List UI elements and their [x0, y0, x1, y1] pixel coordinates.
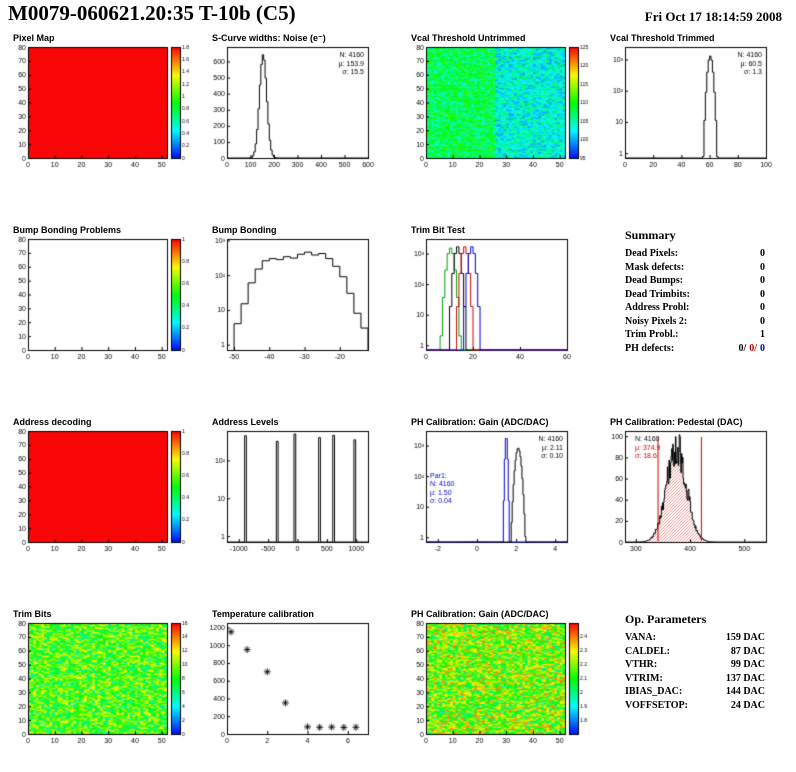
- bump-bonding-plot: [199, 236, 398, 366]
- summary-row-value: 0: [760, 248, 765, 259]
- panel-scurve-noise: S-Curve widths: Noise (e⁻): [199, 32, 398, 222]
- summary-row-value: 0: [760, 302, 765, 313]
- address-levels-plot: [199, 428, 398, 558]
- summary-row-label: Noisy Pixels 2:: [625, 315, 688, 327]
- op-row-voffsetop: VOFFSETOP: 24 DAC: [625, 699, 765, 713]
- trim-bits-plot: [0, 620, 199, 750]
- vcal-trimmed-title: Vcal Threshold Trimmed: [610, 33, 715, 43]
- op-row-label: VTHR:: [625, 659, 658, 670]
- op-row-value: 99 DAC: [730, 659, 765, 670]
- summary-rows: Dead Pixels: 0 Mask defects: 0 Dead Bumps:…: [625, 247, 765, 355]
- bump-problems-plot: [0, 236, 199, 366]
- scurve-noise-title: S-Curve widths: Noise (e⁻): [212, 33, 326, 43]
- panel-address-levels: Address Levels: [199, 416, 398, 606]
- panel-temperature: Temperature calibration: [199, 608, 398, 772]
- summary-row-value: 0: [760, 261, 765, 273]
- address-levels-title: Address Levels: [212, 417, 279, 427]
- summary-row-label: Trim Probl.:: [625, 329, 679, 340]
- ph-pedestal-plot: [597, 428, 796, 558]
- summary-row-label: PH defects:: [625, 342, 675, 354]
- pixel-map-plot: [0, 44, 199, 174]
- summary-title: Summary: [625, 228, 676, 242]
- panel-op-parameters: Op. Parameters VANA: 159 DAC CALDEL: 87 DA…: [597, 608, 796, 772]
- op-row-caldel: CALDEL: 87 DAC: [625, 645, 765, 659]
- panel-address-decoding: Address decoding: [0, 416, 199, 606]
- summary-row-value: 0: [760, 275, 765, 286]
- summary-row-dead-trimbits: Dead Trimbits: 0: [625, 288, 765, 302]
- ph-gain-plot: [398, 428, 597, 558]
- summary-row-label: Address Probl:: [625, 302, 690, 313]
- pixel-map-title: Pixel Map: [13, 33, 55, 43]
- ph-defects-value-red: 0/: [749, 342, 757, 354]
- panel-summary: Summary Dead Pixels: 0 Mask defects: 0 Dea…: [597, 224, 796, 414]
- summary-row-value: 0: [760, 288, 765, 300]
- panel-vcal-untrimmed: Vcal Threshold Untrimmed: [398, 32, 597, 222]
- ph-gain-title: PH Calibration: Gain (ADC/DAC): [411, 417, 549, 427]
- op-row-vtrim: VTRIM: 137 DAC: [625, 672, 765, 686]
- panel-pixel-map: Pixel Map: [0, 32, 199, 222]
- temperature-plot: [199, 620, 398, 750]
- op-row-label: VANA:: [625, 632, 656, 643]
- summary-row-label: Dead Bumps:: [625, 275, 684, 286]
- op-row-value: 87 DAC: [730, 645, 765, 657]
- timestamp: Fri Oct 17 18:14:59 2008: [644, 9, 782, 24]
- op-row-label: CALDEL:: [625, 645, 671, 657]
- trimbit-test-plot: [398, 236, 597, 366]
- ph-defects-values: 0/0/0: [738, 342, 765, 356]
- panel-trimbit-test: Trim Bit Test: [398, 224, 597, 414]
- ph-pedestal-title: PH Calibration: Pedestal (DAC): [610, 417, 743, 427]
- address-decoding-title: Address decoding: [13, 417, 92, 427]
- bump-bonding-title: Bump Bonding: [212, 225, 277, 235]
- panel-bump-problems: Bump Bonding Problems: [0, 224, 199, 414]
- summary-row-noisy-pixels: Noisy Pixels 2: 0: [625, 315, 765, 329]
- op-row-value: 144 DAC: [725, 686, 765, 697]
- op-row-label: VTRIM:: [625, 672, 663, 684]
- ph-defects-value-blue: 0: [760, 342, 765, 354]
- summary-row-ph-defects: PH defects: 0/0/0: [625, 342, 765, 356]
- summary-row-trim-probl: Trim Probl.: 1: [625, 328, 765, 342]
- op-row-ibias-dac: IBIAS_DAC: 144 DAC: [625, 685, 765, 699]
- summary-row-mask-defects: Mask defects: 0: [625, 261, 765, 275]
- panel-ph-gain: PH Calibration: Gain (ADC/DAC): [398, 416, 597, 606]
- op-row-value: 137 DAC: [725, 672, 765, 684]
- vcal-trimmed-plot: [597, 44, 796, 174]
- panel-vcal-trimmed: Vcal Threshold Trimmed: [597, 32, 796, 222]
- trimbit-test-title: Trim Bit Test: [411, 225, 465, 235]
- summary-row-label: Dead Trimbits:: [625, 288, 690, 300]
- ph-gain-map-plot: [398, 620, 597, 750]
- panel-ph-pedestal: PH Calibration: Pedestal (DAC): [597, 416, 796, 606]
- summary-row-label: Dead Pixels:: [625, 248, 679, 259]
- op-row-vana: VANA: 159 DAC: [625, 631, 765, 645]
- vcal-untrimmed-plot: [398, 44, 597, 174]
- panel-bump-bonding: Bump Bonding: [199, 224, 398, 414]
- summary-row-dead-bumps: Dead Bumps: 0: [625, 274, 765, 288]
- summary-row-dead-pixels: Dead Pixels: 0: [625, 247, 765, 261]
- op-row-label: IBIAS_DAC:: [625, 686, 683, 697]
- summary-row-value: 1: [760, 329, 765, 340]
- page-title: M0079-060621.20:35 T-10b (C5): [8, 1, 296, 25]
- summary-row-label: Mask defects:: [625, 261, 685, 273]
- scurve-noise-plot: [199, 44, 398, 174]
- op-row-value: 159 DAC: [725, 632, 765, 643]
- address-decoding-plot: [0, 428, 199, 558]
- op-row-label: VOFFSETOP:: [625, 699, 688, 711]
- op-parameters-rows: VANA: 159 DAC CALDEL: 87 DAC VTHR: 99 DAC V…: [625, 631, 765, 712]
- op-parameters-title: Op. Parameters: [625, 612, 707, 626]
- vcal-untrimmed-title: Vcal Threshold Untrimmed: [411, 33, 526, 43]
- op-row-value: 24 DAC: [730, 699, 765, 711]
- ph-gain-map-title: PH Calibration: Gain (ADC/DAC): [411, 609, 549, 619]
- ph-defects-value-black: 0/: [738, 342, 747, 354]
- trim-bits-title: Trim Bits: [13, 609, 52, 619]
- bump-problems-title: Bump Bonding Problems: [13, 225, 121, 235]
- summary-row-value: 0: [760, 315, 765, 327]
- panel-ph-gain-map: PH Calibration: Gain (ADC/DAC): [398, 608, 597, 772]
- panel-trim-bits: Trim Bits: [0, 608, 199, 772]
- op-row-vthr: VTHR: 99 DAC: [625, 658, 765, 672]
- temperature-title: Temperature calibration: [212, 609, 314, 619]
- summary-row-address-probl: Address Probl: 0: [625, 301, 765, 315]
